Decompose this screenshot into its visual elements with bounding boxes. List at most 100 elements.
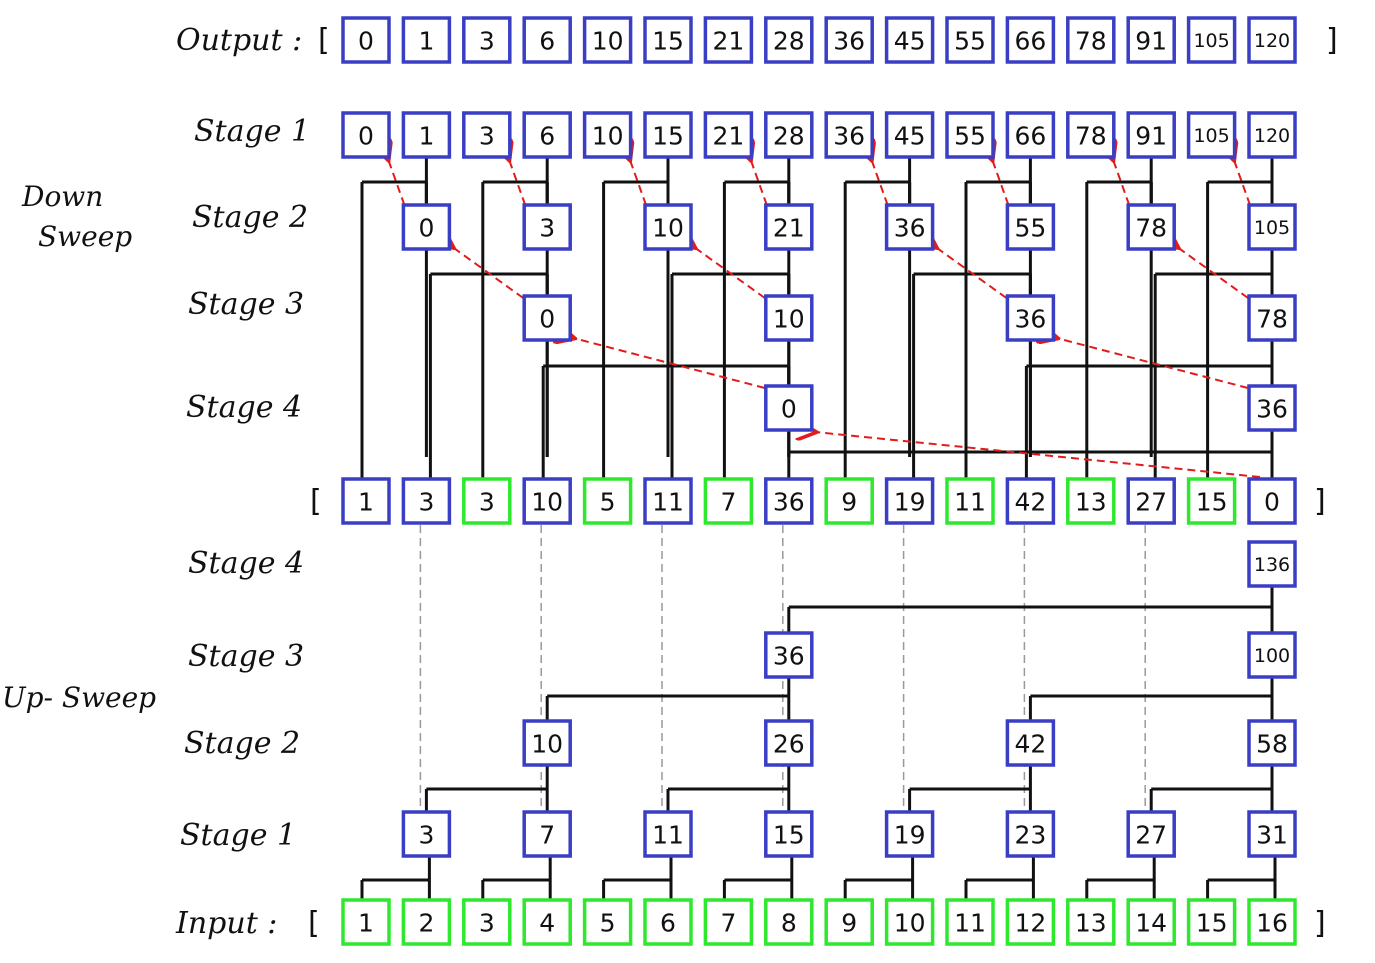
middle-cell: 11 — [945, 477, 995, 525]
output-cell-frame — [582, 16, 633, 64]
up-s1-cell-frame — [1126, 810, 1176, 858]
input-cell-value: 9 — [841, 909, 857, 938]
input-cell-frame — [643, 898, 693, 946]
down-s4-cell: 36 — [1247, 384, 1297, 432]
down-s4-cell-value: 0 — [781, 395, 797, 424]
input-cell-value: 1 — [358, 909, 374, 938]
output-cell-frame — [1005, 16, 1056, 64]
up-s1-cell: 23 — [1005, 810, 1056, 858]
down-stage4-label: Stage 4 — [186, 390, 302, 425]
output-cell-frame — [1186, 16, 1237, 64]
middle-cell-frame — [462, 477, 512, 525]
up-s1-cell: 19 — [884, 810, 935, 858]
up-s4-cell-value: 136 — [1254, 554, 1290, 576]
input-cell-value: 6 — [660, 909, 676, 938]
input-cell-value: 7 — [720, 909, 736, 938]
down-s2-cell-frame — [1126, 203, 1176, 251]
input-cell-frame — [1247, 898, 1297, 946]
middle-cell-frame — [884, 477, 935, 525]
output-cell-value: 66 — [1014, 27, 1046, 56]
input-cell-value: 10 — [894, 909, 926, 938]
input-cell-value: 11 — [954, 909, 986, 938]
up-stage3-label: Stage 3 — [188, 639, 304, 674]
down-s3-cell-value: 0 — [539, 305, 555, 334]
down-s4-cell-value: 36 — [1256, 395, 1288, 424]
down-s2-cell-value: 21 — [773, 214, 805, 243]
shift-arrow — [452, 247, 524, 299]
up-sweep-label: Up- Sweep — [2, 681, 156, 714]
down-s1-cell: 55 — [945, 111, 995, 159]
shift-arrow — [509, 159, 527, 206]
up-s2-cell-value: 58 — [1256, 730, 1288, 759]
down-s2-cell-frame — [1005, 203, 1056, 251]
middle-cell-value: 3 — [479, 488, 495, 517]
middle-cell-frame — [824, 477, 874, 525]
down-s2-cell-value: 36 — [894, 214, 926, 243]
down-s2-cell: 78 — [1126, 203, 1176, 251]
middle-cell-value: 9 — [841, 488, 857, 517]
output-cell-frame — [884, 16, 935, 64]
down-s3-cell-frame — [522, 294, 572, 342]
output-cell: 36 — [824, 16, 874, 64]
down-s3-cell: 10 — [764, 294, 814, 342]
middle-cell: 42 — [1005, 477, 1056, 525]
input-cell-value: 4 — [539, 909, 555, 938]
middle-cell-frame — [945, 477, 995, 525]
down-s2-cell-value: 55 — [1014, 214, 1046, 243]
down-s2-cell-value: 3 — [539, 214, 555, 243]
input-cell-value: 14 — [1135, 909, 1167, 938]
middle-cell-value: 15 — [1196, 488, 1228, 517]
input-cell-frame — [522, 898, 572, 946]
down-s1-cell: 28 — [764, 111, 814, 159]
input-cell: 14 — [1126, 898, 1176, 946]
output-cell-frame — [703, 16, 754, 64]
shift-arrow — [750, 159, 768, 206]
middle-cell-frame — [401, 477, 452, 525]
up-s1-cell: 3 — [401, 810, 452, 858]
output-cell-frame — [1126, 16, 1176, 64]
output-cell-value: 36 — [833, 27, 865, 56]
input-cell-frame — [945, 898, 995, 946]
input-cell: 16 — [1247, 898, 1297, 946]
down-s1-cell-value: 28 — [773, 122, 805, 151]
down-stage3-label: Stage 3 — [188, 287, 304, 322]
down-s1-cell-value: 120 — [1254, 125, 1290, 147]
input-cell: 11 — [945, 898, 995, 946]
output-cell-value: 45 — [894, 27, 926, 56]
output-label: Output : — [176, 23, 302, 58]
down-s4-cell-frame — [764, 384, 814, 432]
up-s1-cell: 27 — [1126, 810, 1176, 858]
down-s1-cell-value: 10 — [592, 122, 624, 151]
output-cell-value: 105 — [1193, 30, 1229, 52]
down-s1-cell-frame — [643, 111, 693, 159]
input-cell: 12 — [1005, 898, 1056, 946]
output-cell-frame — [522, 16, 572, 64]
up-s3-cell: 36 — [764, 631, 814, 679]
middle-cell: 3 — [462, 477, 512, 525]
middle-cell-value: 5 — [600, 488, 616, 517]
input-cell-frame — [341, 898, 391, 946]
middle-cell: 11 — [643, 477, 693, 525]
up-stage1-label: Stage 1 — [180, 818, 296, 853]
down-s1-cell: 120 — [1247, 111, 1297, 159]
shift-arrow — [694, 247, 766, 299]
middle-cell-value: 11 — [652, 488, 684, 517]
output-cell-frame — [824, 16, 874, 64]
up-s1-cell-frame — [1247, 810, 1297, 858]
middle-cell-frame — [1005, 477, 1056, 525]
down-s1-cell-frame — [1186, 111, 1237, 159]
middle-cell-value: 3 — [418, 488, 434, 517]
tree-connectors — [360, 157, 1277, 900]
up-s1-cell-frame — [401, 810, 452, 858]
output-cell: 55 — [945, 16, 995, 64]
input-cell: 15 — [1186, 898, 1237, 946]
input-cell: 1 — [341, 898, 391, 946]
up-s1-cell-value: 11 — [652, 821, 684, 850]
down-s2-cell: 10 — [643, 203, 693, 251]
output-cell: 10 — [582, 16, 633, 64]
down-s1-cell-value: 15 — [652, 122, 684, 151]
shift-arrow — [815, 432, 1261, 478]
down-s2-cell: 105 — [1247, 203, 1297, 251]
down-s2-cell: 0 — [401, 203, 452, 251]
